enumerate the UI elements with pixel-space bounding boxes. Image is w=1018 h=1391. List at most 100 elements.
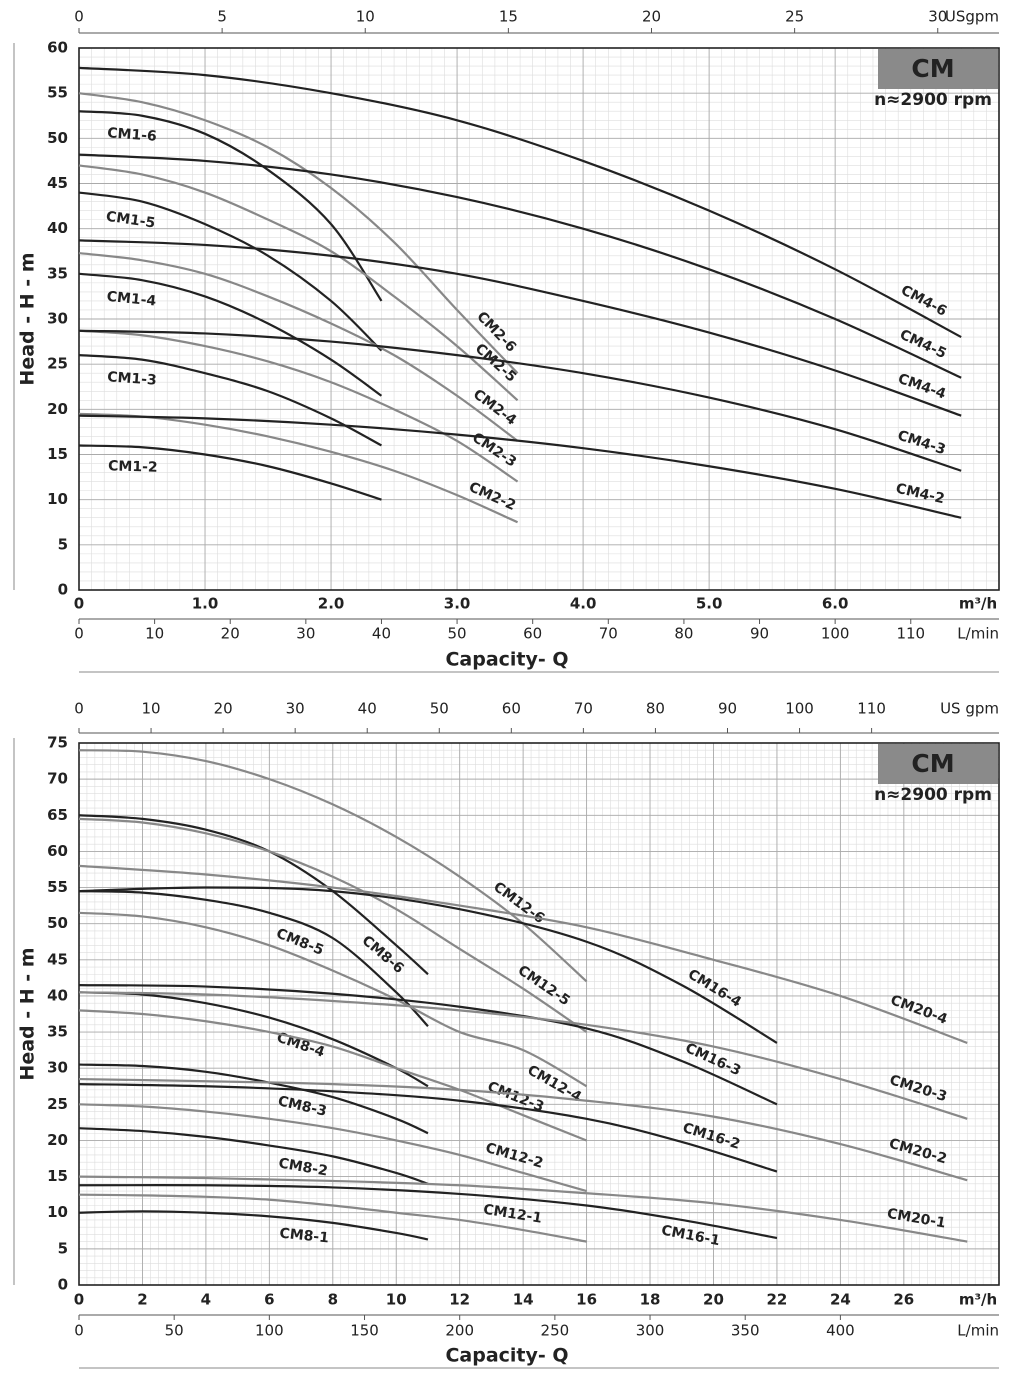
x-tick-label: 22 [766,1291,787,1309]
x-tick-label: 6 [264,1291,274,1309]
y-axis-title: Head - H - m [17,252,39,385]
pump-curve [78,164,519,402]
secondary-tick-label: 50 [430,700,449,718]
y-tick-label: 60 [47,39,68,57]
x-axis-title: Capacity- Q [445,1345,568,1367]
pump-curve [78,991,968,1120]
x-tick-label: 16 [576,1291,597,1309]
pump-curve [78,153,962,379]
secondary-tick-label: 50 [165,1322,184,1340]
secondary-tick-label: 0 [74,8,84,26]
y-tick-label: 20 [47,1131,68,1149]
secondary-tick-label: 200 [445,1322,474,1340]
pump-curve [78,239,962,417]
secondary-tick-label: 20 [221,625,240,643]
badge-box [878,744,998,784]
pump-curve [78,886,778,1044]
y-tick-label: 40 [47,986,68,1004]
y-tick-label: 15 [47,1167,68,1185]
pump-curve [78,191,383,352]
x-tick-label: 6.0 [822,595,849,613]
secondary-tick-label: 350 [731,1322,760,1340]
y-axis-title: Head - H - m [17,947,39,1080]
secondary-tick-label: 300 [636,1322,665,1340]
y-tick-label: 60 [47,842,68,860]
x-tick-label: 14 [513,1291,534,1309]
secondary-tick-label: 0 [74,625,84,643]
y-tick-label: 55 [47,84,68,102]
pump-curve [78,1103,587,1193]
pump-curve [78,911,588,1088]
plot-frame [78,47,1000,591]
secondary-tick-label: 100 [821,625,850,643]
x-tick-label: 4.0 [570,595,597,613]
secondary-tick-label: 30 [928,8,947,26]
x-unit: m³/h [959,595,997,613]
y-tick-label: 70 [47,770,68,788]
x-tick-label: 3.0 [444,595,471,613]
curve-label: CM1-3 [107,369,158,388]
pump-curve [78,983,778,1106]
x-axis-title: Capacity- Q [445,649,568,671]
secondary-tick-label: 100 [255,1322,284,1340]
secondary-tick-label: 0 [74,700,84,718]
pump-curve [78,414,962,519]
secondary-tick-label: 60 [502,700,521,718]
x-tick-label: 8 [328,1291,338,1309]
y-tick-label: 0 [58,581,68,599]
curve-label: CM1-6 [107,125,158,144]
x-tick-label: 0 [74,1291,84,1309]
secondary-tick-label: 60 [523,625,542,643]
secondary-tick-label: 10 [356,8,375,26]
subtitle: n≈2900 rpm [874,785,992,805]
badge-box [878,49,998,89]
y-tick-label: 40 [47,219,68,237]
pump-curve [78,92,519,374]
pump-curve [78,1184,778,1240]
plot-frame [78,742,1000,1286]
y-tick-label: 65 [47,806,68,824]
secondary-tick-label: 0 [74,1322,84,1340]
y-tick-label: 50 [47,914,68,932]
x-tick-label: 2.0 [318,595,345,613]
y-tick-label: 15 [47,445,68,463]
secondary-tick-label: 25 [785,8,804,26]
y-tick-label: 10 [47,490,68,508]
curve-label: CM1-4 [106,289,157,310]
secondary-tick-label: 10 [145,625,164,643]
y-tick-label: 5 [58,535,68,553]
y-tick-label: 35 [47,264,68,282]
y-tick-label: 45 [47,174,68,192]
secondary-tick-label: 15 [499,8,518,26]
x-tick-label: 1.0 [192,595,219,613]
secondary-tick-label: 40 [372,625,391,643]
secondary-tick-label: 30 [296,625,315,643]
pump-curve [78,329,519,483]
secondary-unit: L/min [957,1322,999,1340]
secondary-tick-label: 400 [826,1322,855,1340]
pump-curve [78,1009,587,1142]
secondary-tick-label: 110 [857,700,886,718]
secondary-tick-label: 70 [574,700,593,718]
x-tick-label: 2 [137,1291,147,1309]
secondary-tick-label: 150 [350,1322,379,1340]
x-tick-label: 20 [703,1291,724,1309]
badge: CM [911,54,954,83]
x-tick-label: 4 [201,1291,211,1309]
x-unit: m³/h [959,1291,997,1309]
secondary-unit: US gpm [940,700,999,718]
pump-curve [78,110,383,302]
secondary-tick-label: 70 [599,625,618,643]
secondary-tick-label: 80 [646,700,665,718]
y-tick-label: 25 [47,1095,68,1113]
x-tick-label: 5.0 [696,595,723,613]
pump-curve [78,1193,587,1243]
curve-label: CM1-5 [105,209,156,232]
secondary-tick-label: 100 [785,700,814,718]
pump-curve [78,444,382,501]
badge: CM [911,749,954,778]
pump-curve [78,1175,968,1243]
y-tick-label: 45 [47,950,68,968]
pump-curve [78,817,588,1033]
pump-curve [78,1083,778,1173]
